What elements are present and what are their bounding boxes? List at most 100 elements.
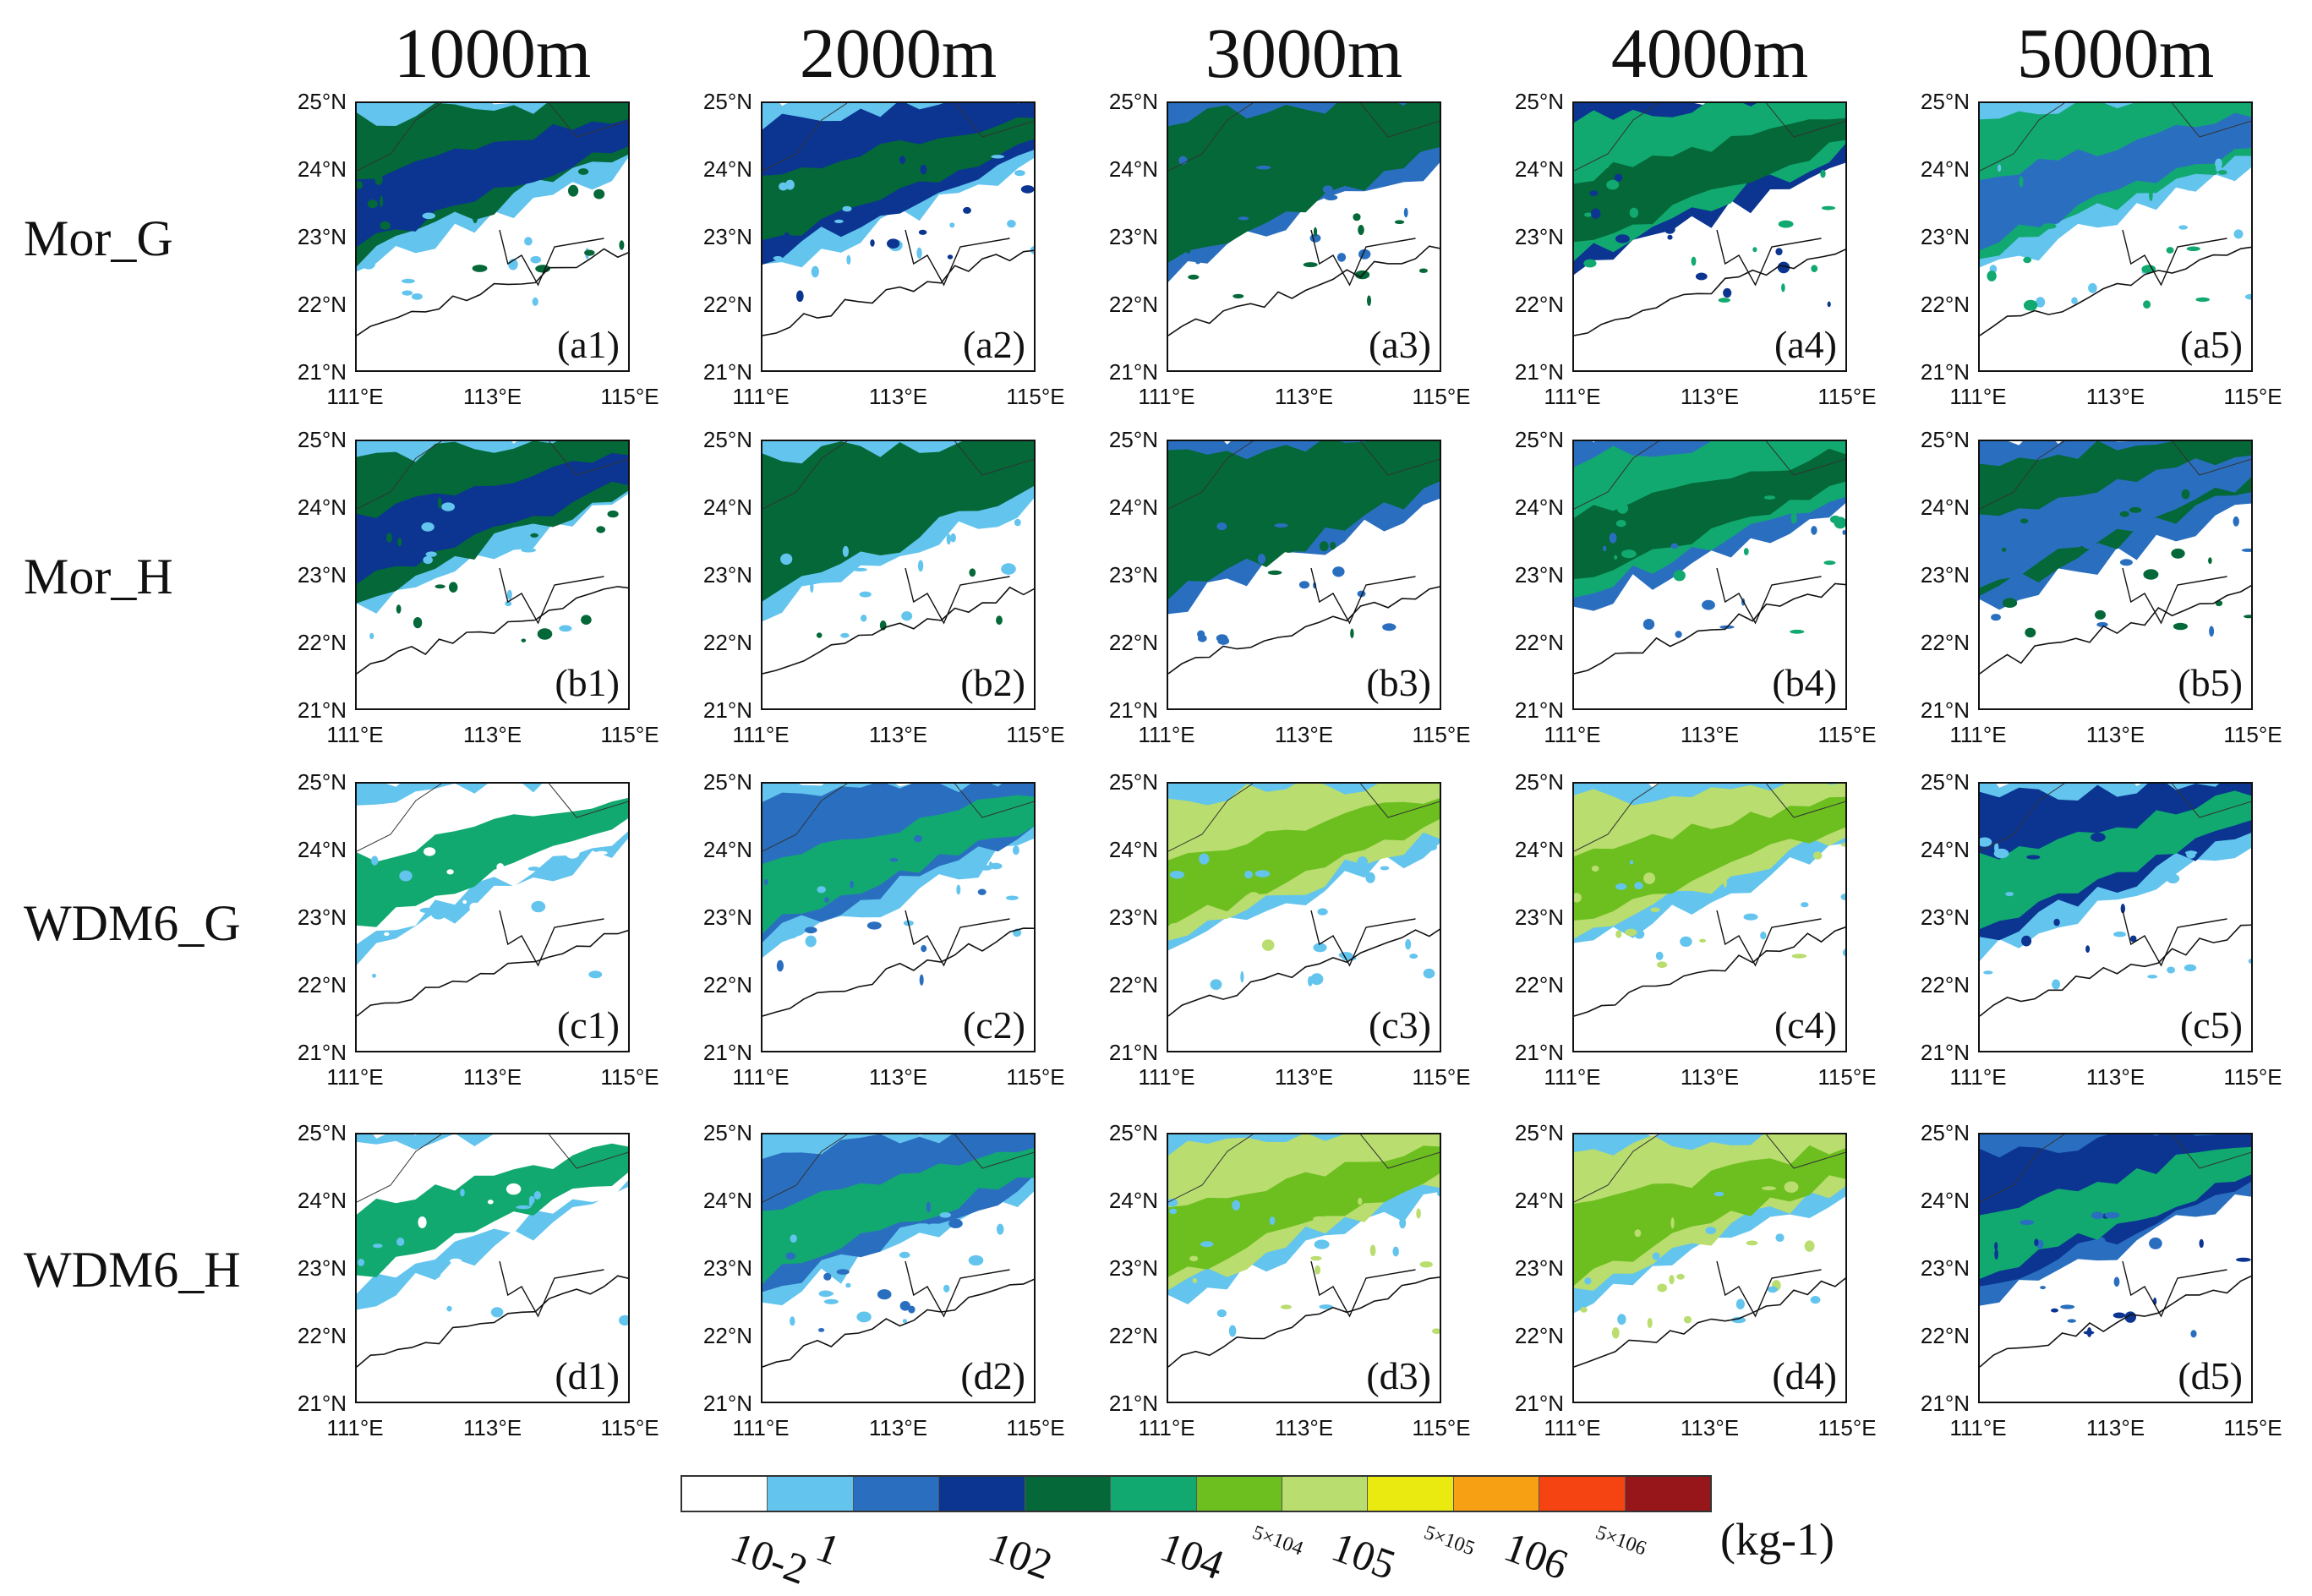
lat-tick-label: 25°N (1108, 769, 1158, 795)
province-border (762, 441, 1034, 510)
lat-tick-label: 25°N (1108, 89, 1158, 114)
field-cell (374, 173, 383, 185)
field-cell (1233, 293, 1244, 299)
field-cell (2104, 1211, 2120, 1219)
field-cell (1629, 207, 1639, 218)
lat-tick-label: 24°N (1514, 156, 1564, 182)
field-cell (425, 551, 437, 557)
lon-tick-label: 113°E (868, 384, 928, 409)
lat-tick-label: 24°N (702, 1188, 752, 1213)
field-cell (1615, 234, 1630, 243)
lon-tick-label: 111°E (732, 1064, 790, 1090)
field-cell (1238, 216, 1249, 221)
field-cell (1991, 614, 2001, 621)
lat-tick-label: 25°N (1920, 769, 1970, 795)
lon-tick-label: 113°E (1274, 722, 1334, 747)
estuary-outline (905, 567, 1010, 625)
field-cell (1842, 529, 1845, 535)
field-cell (1229, 494, 1241, 504)
lat-tick-label: 22°N (702, 972, 752, 998)
field-cell (2190, 1330, 2197, 1338)
lon-tick-label: 113°E (1274, 384, 1334, 409)
map-panel-d5: (d5) (1978, 1133, 2253, 1403)
lon-tick-label: 113°E (1680, 722, 1740, 747)
estuary-outline (905, 910, 1010, 967)
coastline (762, 249, 1034, 336)
field-cell (824, 511, 838, 517)
lon-tick-label: 113°E (2085, 384, 2145, 409)
lon-tick-label: 111°E (326, 722, 384, 747)
field-cell (780, 553, 793, 566)
field-cell (2038, 923, 2049, 931)
field-cell (899, 1251, 910, 1259)
lat-tick-label: 21°N (297, 697, 347, 723)
field-cell (762, 552, 773, 557)
estuary-outline (1310, 567, 1416, 625)
colorbar-label-8: 106 (1498, 1522, 1574, 1589)
field-cell (1254, 544, 1267, 554)
field-cell (1197, 489, 1202, 500)
map-panel-c2: (c2) (761, 782, 1036, 1052)
field-band-core (762, 795, 1034, 934)
field-cell (1367, 295, 1371, 306)
field-cell (2041, 223, 2057, 229)
lat-tick-label: 24°N (702, 495, 752, 520)
field-cell (2025, 548, 2039, 557)
province-border (1980, 1134, 2251, 1203)
field-cell (1804, 1240, 1815, 1252)
field-cell (852, 567, 867, 571)
field-cell (2236, 1257, 2251, 1262)
field-cell (1683, 1315, 1692, 1324)
map-field-d1 (357, 1134, 628, 1368)
field-cell (422, 212, 436, 220)
colorbar-segment-1 (682, 1477, 768, 1511)
field-cell (418, 1216, 427, 1228)
field-cell (559, 625, 572, 632)
field-cell (917, 560, 924, 572)
panel-tag: (c4) (1770, 1004, 1840, 1047)
field-cell (996, 1223, 1004, 1235)
lat-tick-label: 21°N (297, 1040, 347, 1065)
field-cell (1007, 220, 1016, 228)
field-cell (1775, 248, 1783, 255)
lat-tick-label: 24°N (1920, 156, 1970, 182)
field-cell (1801, 902, 1809, 908)
field-cell (2184, 964, 2197, 972)
field-cell (1584, 1277, 1592, 1285)
coastline (1574, 926, 1845, 1017)
field-cell (357, 180, 363, 189)
lat-tick-label: 25°N (297, 769, 347, 795)
colorbar-segment-2 (768, 1477, 854, 1511)
field-cell (1746, 1240, 1758, 1246)
field-cell (1705, 1227, 1716, 1234)
field-cell (2020, 1219, 2034, 1226)
field-cell (2097, 1237, 2106, 1248)
field-cell (614, 888, 623, 896)
lat-tick-label: 25°N (1514, 769, 1564, 795)
field-cell (1657, 1283, 1668, 1293)
lon-tick-label: 113°E (1274, 1415, 1334, 1440)
field-cell (1589, 190, 1599, 196)
field-cell (845, 1282, 851, 1288)
field-cell (2171, 548, 2185, 559)
lon-tick-label: 113°E (1680, 1415, 1740, 1440)
coastline (1574, 249, 1845, 336)
field-cell (2248, 958, 2251, 965)
field-cell (1432, 1328, 1440, 1334)
field-cell (1261, 939, 1275, 951)
field-cell (2173, 622, 2188, 631)
field-cell (2036, 297, 2046, 308)
field-cell (506, 589, 512, 600)
field-cell (2119, 559, 2133, 566)
map-field-d2 (762, 1134, 1034, 1368)
panel-tag: (d2) (957, 1355, 1029, 1398)
lat-tick-label: 25°N (702, 769, 752, 795)
panel-tag: (d3) (1363, 1355, 1435, 1398)
field-cell (1680, 936, 1692, 947)
province-border (1980, 784, 2251, 852)
field-cell (1998, 164, 2002, 172)
lon-tick-label: 113°E (462, 1064, 522, 1090)
lon-tick-label: 111°E (1544, 1064, 1601, 1090)
coastline (1980, 246, 2251, 336)
field-cell (1313, 227, 1318, 237)
